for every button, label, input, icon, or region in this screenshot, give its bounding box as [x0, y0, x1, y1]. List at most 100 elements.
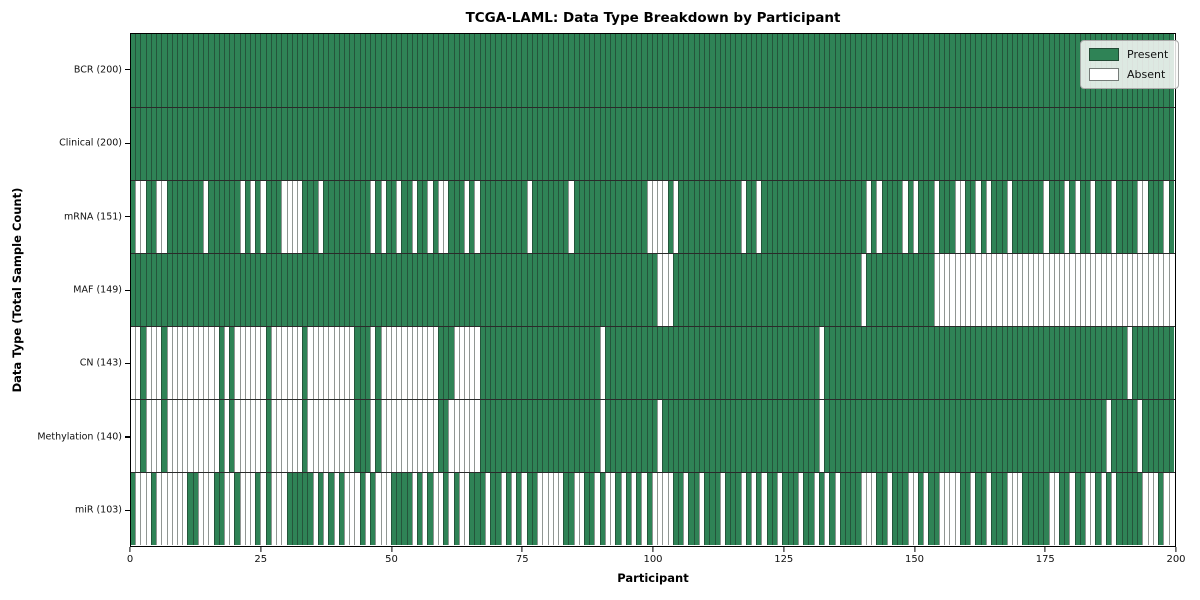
heatmap-cell — [991, 254, 997, 327]
heatmap-cell — [359, 181, 365, 254]
heatmap-cell — [625, 108, 631, 181]
heatmap-cell — [1158, 473, 1164, 546]
heatmap-cell — [782, 473, 788, 546]
heatmap-cell — [808, 181, 814, 254]
heatmap-cell — [250, 254, 256, 327]
heatmap-cell — [1022, 181, 1028, 254]
heatmap-cell — [756, 327, 762, 400]
heatmap-cell — [411, 327, 418, 400]
heatmap-cell — [526, 473, 532, 546]
heatmap-cell — [865, 181, 872, 254]
heatmap-cell — [798, 327, 804, 400]
heatmap-cell — [302, 473, 308, 546]
heatmap-cell — [317, 400, 324, 473]
heatmap-cell — [912, 327, 919, 400]
heatmap-cell — [547, 473, 553, 546]
heatmap-cell — [667, 327, 673, 400]
heatmap-cell — [510, 327, 517, 400]
y-tick-label-miR: miR (103) — [74, 504, 122, 516]
heatmap-cell — [270, 473, 277, 546]
heatmap-cell — [672, 327, 678, 400]
heatmap-cell — [719, 254, 725, 327]
heatmap-cell — [453, 34, 459, 108]
heatmap-cell — [724, 473, 731, 546]
heatmap-cell — [985, 473, 992, 546]
heatmap-cell — [526, 181, 532, 254]
heatmap-cell — [510, 400, 517, 473]
heatmap-cell — [302, 327, 308, 400]
heatmap-cell — [839, 327, 845, 400]
heatmap-cell — [1142, 473, 1148, 546]
heatmap-cell — [730, 473, 736, 546]
heatmap-cell — [824, 327, 830, 400]
heatmap-cell — [886, 34, 892, 108]
heatmap-cell — [234, 108, 240, 181]
heatmap-cell — [474, 254, 480, 327]
heatmap-cell — [871, 181, 877, 254]
heatmap-cell — [145, 254, 151, 327]
heatmap-cell — [672, 181, 678, 254]
heatmap-cell — [542, 400, 548, 473]
heatmap-cell — [495, 327, 501, 400]
heatmap-cell — [975, 181, 981, 254]
heatmap-cell — [375, 34, 381, 108]
heatmap-cell — [1121, 181, 1127, 254]
heatmap-cell — [537, 254, 543, 327]
heatmap-cell — [818, 254, 825, 327]
heatmap-cell — [985, 327, 992, 400]
heatmap-cell — [385, 327, 391, 400]
x-tick-label-0: 0 — [126, 554, 134, 565]
heatmap-cell — [390, 181, 397, 254]
heatmap-cell — [150, 254, 157, 327]
heatmap-row-miR — [131, 472, 1175, 546]
heatmap-cell — [229, 400, 235, 473]
heatmap-cell — [871, 473, 877, 546]
heatmap-cell — [208, 34, 214, 108]
heatmap-cell — [636, 108, 642, 181]
heatmap-cell — [824, 181, 830, 254]
heatmap-cell — [771, 108, 778, 181]
heatmap-cell — [276, 327, 282, 400]
heatmap-cell — [965, 400, 971, 473]
heatmap-cell — [156, 400, 162, 473]
heatmap-cell — [933, 181, 939, 254]
heatmap-cell — [704, 473, 710, 546]
heatmap-cell — [1001, 400, 1007, 473]
heatmap-cell — [850, 108, 856, 181]
heatmap-cell — [140, 327, 146, 400]
heatmap-cell — [526, 400, 532, 473]
heatmap-cell — [286, 181, 292, 254]
heatmap-cell — [297, 327, 303, 400]
y-tick-label-mRNA: mRNA (151) — [63, 211, 122, 223]
heatmap-cell — [1017, 254, 1023, 327]
heatmap-cell — [871, 327, 877, 400]
heatmap-cell — [427, 327, 433, 400]
heatmap-cell — [265, 473, 271, 546]
heatmap-cell — [933, 400, 939, 473]
heatmap-cell — [370, 400, 376, 473]
heatmap-cell — [646, 181, 652, 254]
heatmap-cell — [521, 473, 527, 546]
heatmap-cell — [771, 327, 778, 400]
heatmap-cell — [604, 327, 611, 400]
heatmap-cell — [385, 181, 391, 254]
heatmap-cell — [145, 181, 151, 254]
heatmap-cell — [740, 327, 746, 400]
heatmap-cell — [709, 473, 715, 546]
x-tick-label-150: 150 — [904, 554, 925, 565]
heatmap-cell — [636, 473, 642, 546]
heatmap-cell — [740, 108, 746, 181]
heatmap-cell — [782, 181, 788, 254]
heatmap-cell — [302, 181, 308, 254]
heatmap-cell — [949, 108, 955, 181]
heatmap-cell — [761, 400, 767, 473]
heatmap-cell — [390, 473, 397, 546]
heatmap-cell — [1032, 473, 1039, 546]
heatmap-cell — [918, 254, 924, 327]
x-tick-label-75: 75 — [515, 554, 529, 565]
heatmap-cell — [761, 327, 767, 400]
heatmap-cell — [1038, 400, 1044, 473]
heatmap-cell — [980, 34, 986, 108]
heatmap-cell — [260, 108, 266, 181]
heatmap-cell — [323, 34, 329, 108]
